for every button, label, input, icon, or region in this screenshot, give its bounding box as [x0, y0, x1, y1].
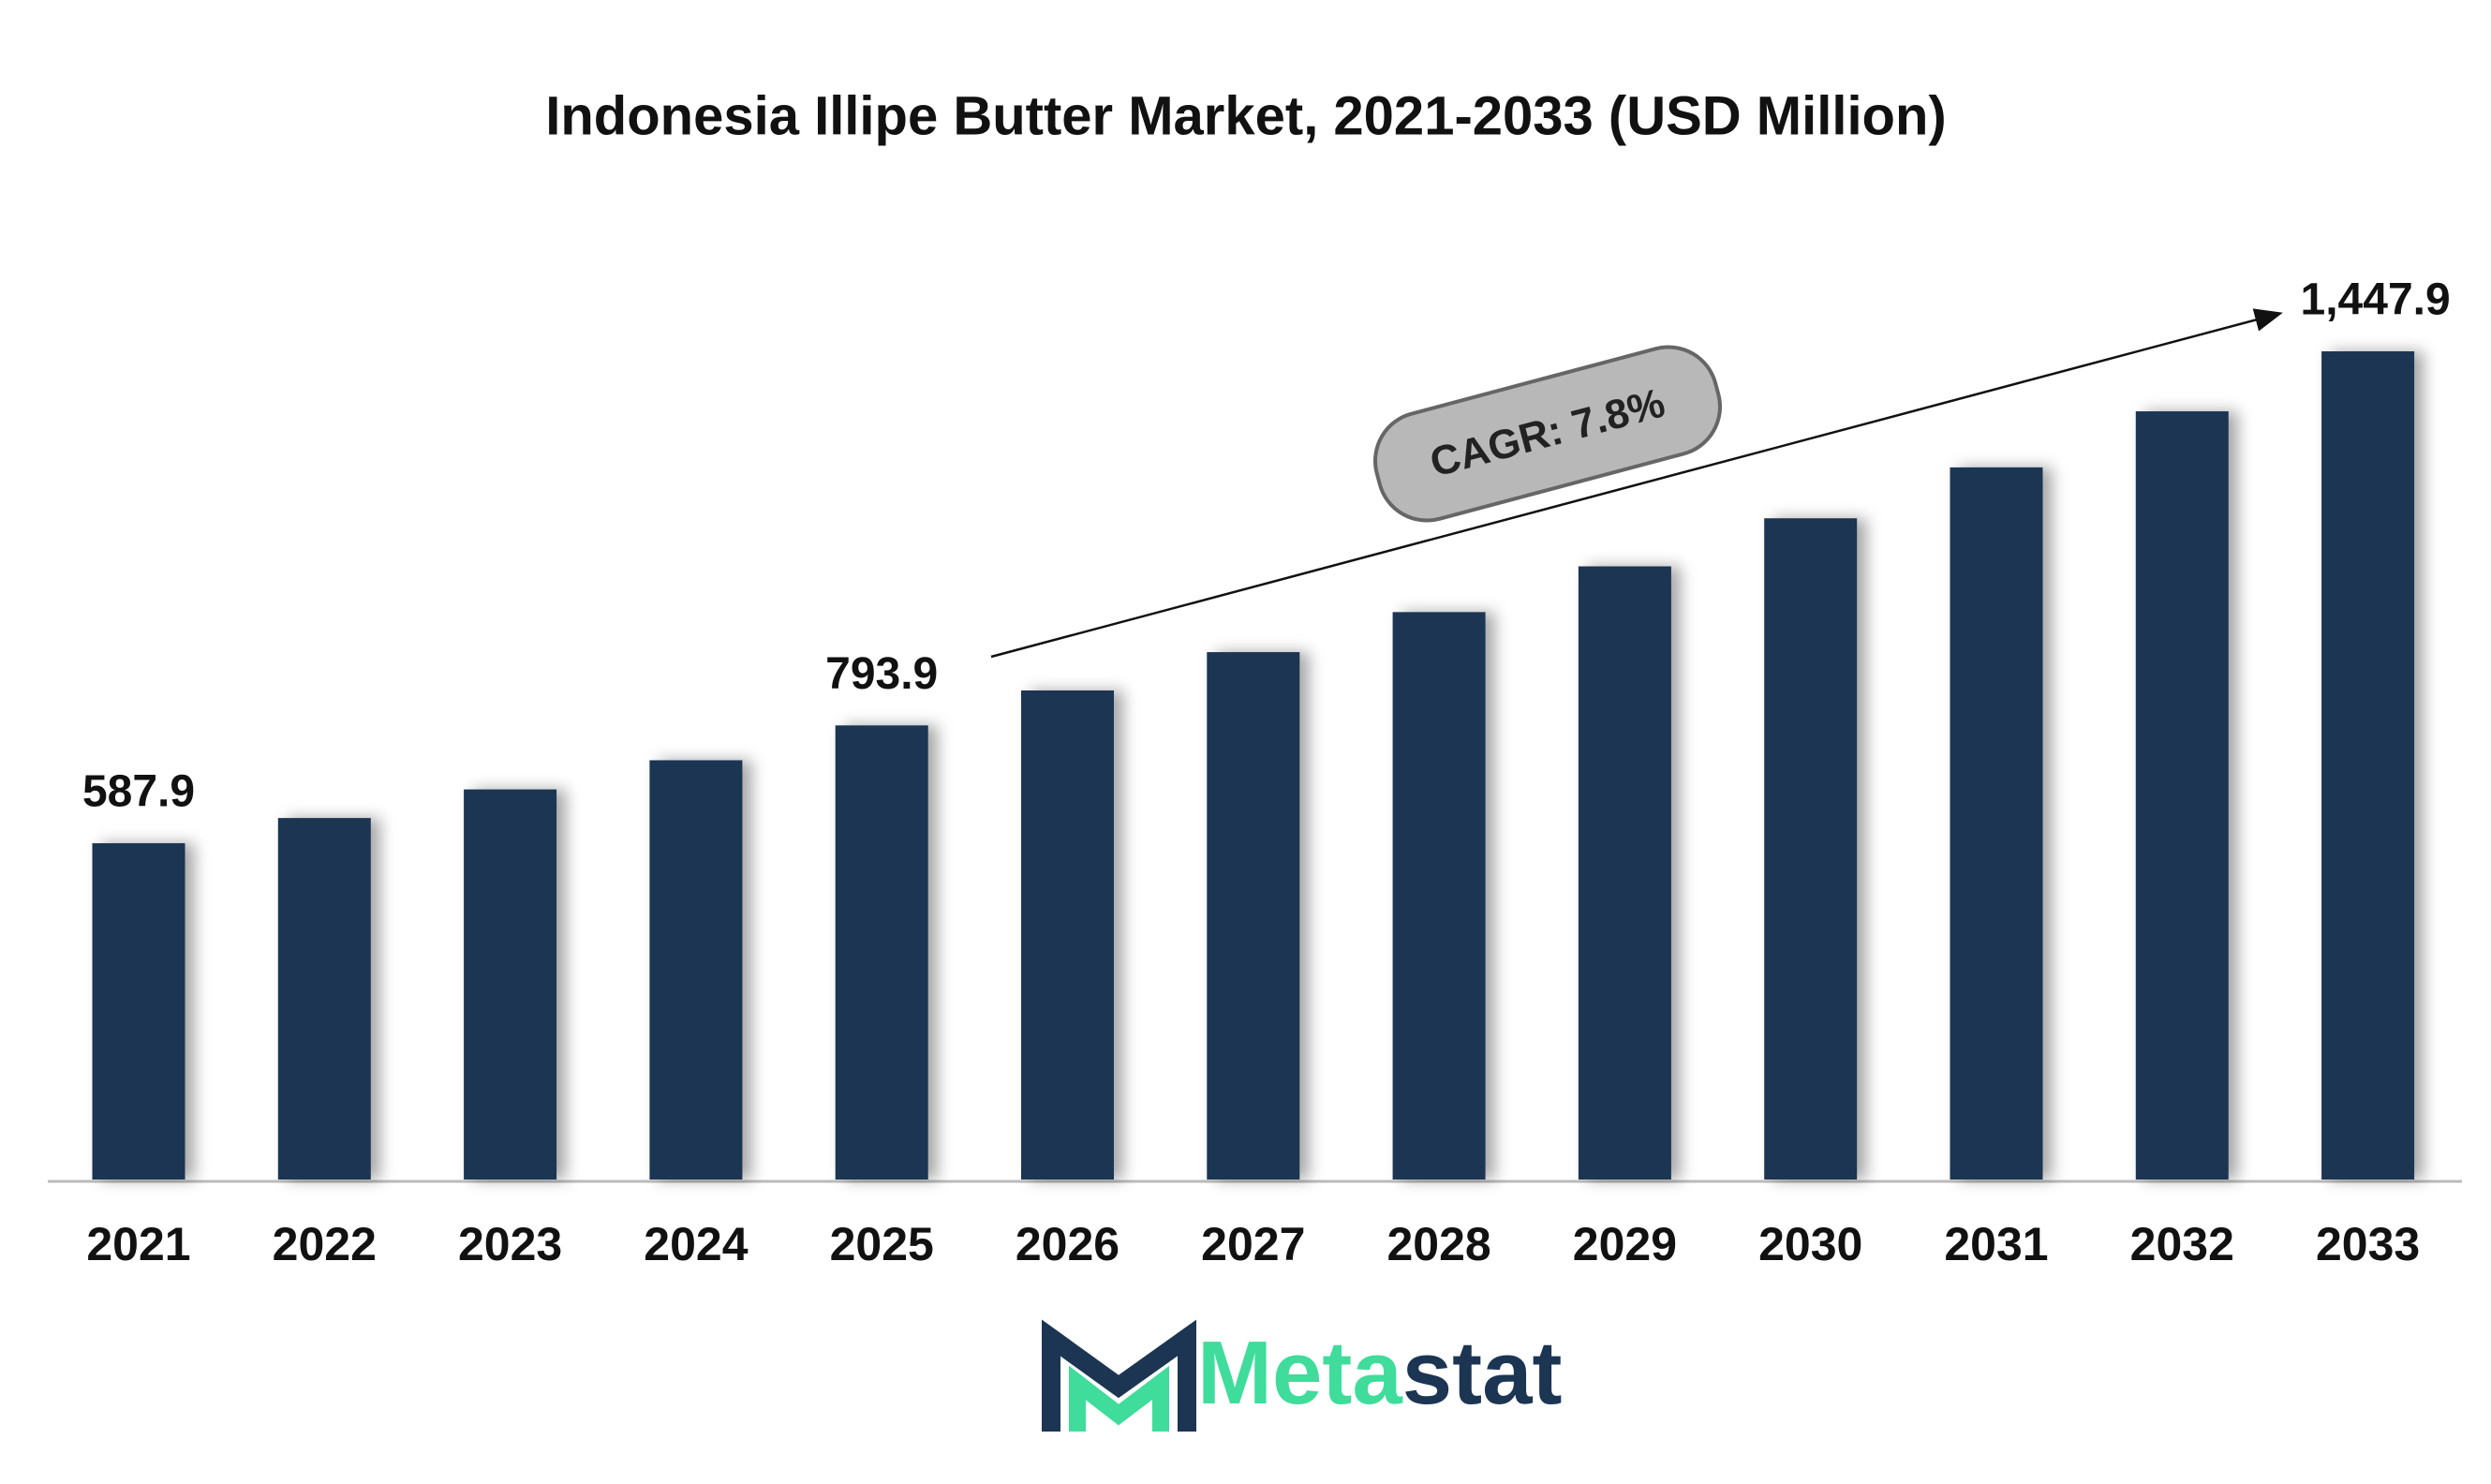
bars: [92, 351, 2415, 1180]
x-tick-label: 2033: [2316, 1218, 2420, 1270]
bar: [464, 789, 557, 1180]
bar: [835, 725, 928, 1180]
bar: [1021, 690, 1114, 1180]
x-tick-label: 2027: [1201, 1218, 1305, 1270]
logo-text: Metastat: [1197, 1323, 1562, 1423]
x-tick-label: 2024: [644, 1218, 748, 1270]
logo-icon: [1042, 1319, 1196, 1432]
bar: [649, 760, 743, 1180]
x-tick-label: 2022: [273, 1218, 377, 1270]
cagr-badge: CAGR: 7.8%: [1372, 345, 1723, 523]
x-tick-label: 2029: [1573, 1218, 1677, 1270]
chart-title: Indonesia Illipe Butter Market, 2021-203…: [545, 85, 1946, 146]
x-tick-label: 2030: [1758, 1218, 1862, 1270]
bar: [1207, 652, 1300, 1180]
value-label: 1,447.9: [2301, 275, 2451, 325]
x-tick-label: 2023: [458, 1218, 562, 1270]
bar: [277, 818, 371, 1180]
value-label: 793.9: [825, 649, 938, 699]
bar: [1578, 566, 1671, 1180]
x-tick-label: 2025: [830, 1218, 934, 1270]
cagr-arrow: [990, 308, 2283, 659]
x-tick-label: 2026: [1016, 1218, 1119, 1270]
x-tick-label: 2031: [1944, 1218, 2048, 1270]
bar: [2135, 411, 2229, 1180]
bar: [1950, 467, 2043, 1180]
bar: [92, 843, 185, 1180]
bar: [1392, 612, 1486, 1180]
value-label: 587.9: [82, 767, 195, 817]
bar: [2321, 351, 2415, 1180]
cagr-pill: [1372, 345, 1723, 523]
bar: [1764, 518, 1858, 1180]
x-tick-label: 2032: [2130, 1218, 2234, 1270]
x-tick-label: 2028: [1386, 1218, 1490, 1270]
x-tick-label: 2021: [86, 1218, 190, 1270]
logo-part: Meta: [1197, 1323, 1402, 1423]
logo-part: stat: [1402, 1323, 1563, 1423]
